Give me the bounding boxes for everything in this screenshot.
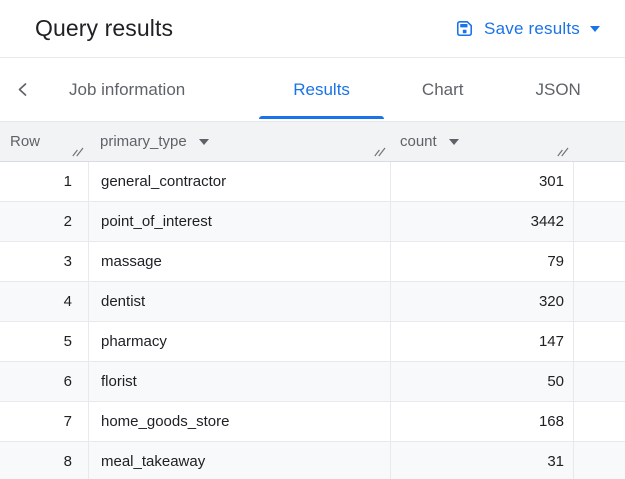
tab-job-information[interactable]: Job information (43, 58, 211, 121)
primary-type-cell: meal_takeaway (88, 442, 390, 479)
row-number-cell: 8 (63, 453, 72, 470)
save-results-button[interactable]: Save results (455, 19, 600, 39)
primary-type-cell: dentist (88, 282, 390, 321)
column-header-filler (573, 122, 625, 161)
column-menu-caret-icon[interactable] (198, 138, 209, 145)
count-cell: 147 (390, 322, 573, 361)
table-row: 2 point_of_interest 3442 (0, 202, 625, 242)
column-resize-handle-icon[interactable] (72, 145, 84, 157)
results-header: Query results Save results (0, 0, 625, 58)
primary-type-cell: general_contractor (88, 162, 390, 201)
tab-label: JSON (535, 79, 581, 99)
count-cell: 79 (390, 242, 573, 281)
page-title: Query results (35, 15, 174, 41)
column-header-count: count (390, 122, 573, 161)
primary-type-cell: home_goods_store (88, 402, 390, 441)
tab-label: Results (293, 79, 350, 99)
filler-cell (573, 282, 625, 321)
row-number-cell: 1 (63, 173, 72, 190)
table-row: 8 meal_takeaway 31 (0, 442, 625, 479)
table-row: 1 general_contractor 301 (0, 162, 625, 202)
tab-label: Job information (69, 79, 186, 99)
chevron-left-icon (16, 82, 29, 97)
primary-type-cell: pharmacy (88, 322, 390, 361)
table-row: 4 dentist 320 (0, 282, 625, 322)
results-table: 1 general_contractor 301 2 point_of_inte… (0, 162, 625, 479)
filler-cell (573, 322, 625, 361)
tabs-back-button[interactable] (0, 58, 41, 121)
table-row: 6 florist 50 (0, 362, 625, 402)
tab-results[interactable]: Results (259, 58, 384, 121)
row-number-cell: 6 (63, 373, 72, 390)
tab-bar: Job information Results Chart JSON (0, 58, 625, 122)
column-resize-handle-icon[interactable] (557, 145, 569, 157)
column-menu-caret-icon[interactable] (448, 138, 459, 145)
column-label: primary_type (100, 133, 187, 150)
count-cell: 50 (390, 362, 573, 401)
row-number-cell: 7 (63, 413, 72, 430)
filler-cell (573, 242, 625, 281)
count-cell: 31 (390, 442, 573, 479)
tab-json[interactable]: JSON (510, 58, 607, 121)
count-cell: 301 (390, 162, 573, 201)
filler-cell (573, 162, 625, 201)
table-row: 3 massage 79 (0, 242, 625, 282)
column-label: Row (10, 133, 41, 150)
column-header-primary-type: primary_type (88, 122, 390, 161)
row-number-cell: 2 (63, 213, 72, 230)
tab-chart[interactable]: Chart (396, 58, 490, 121)
filler-cell (573, 402, 625, 441)
count-cell: 3442 (390, 202, 573, 241)
filler-cell (573, 362, 625, 401)
primary-type-cell: massage (88, 242, 390, 281)
table-header: Row primary_type count (0, 122, 625, 162)
column-label: count (400, 133, 437, 150)
table-row: 7 home_goods_store 168 (0, 402, 625, 442)
filler-cell (573, 442, 625, 479)
column-resize-handle-icon[interactable] (374, 145, 386, 157)
save-icon (455, 19, 474, 38)
count-cell: 320 (390, 282, 573, 321)
count-cell: 168 (390, 402, 573, 441)
tab-label: Chart (421, 79, 464, 99)
column-header-row: Row (0, 122, 88, 161)
save-results-label: Save results (484, 18, 580, 38)
table-row: 5 pharmacy 147 (0, 322, 625, 362)
primary-type-cell: florist (88, 362, 390, 401)
row-number-cell: 3 (63, 253, 72, 270)
save-dropdown-caret-icon (590, 25, 600, 32)
row-number-cell: 4 (63, 293, 72, 310)
row-number-cell: 5 (63, 333, 72, 350)
primary-type-cell: point_of_interest (88, 202, 390, 241)
filler-cell (573, 202, 625, 241)
